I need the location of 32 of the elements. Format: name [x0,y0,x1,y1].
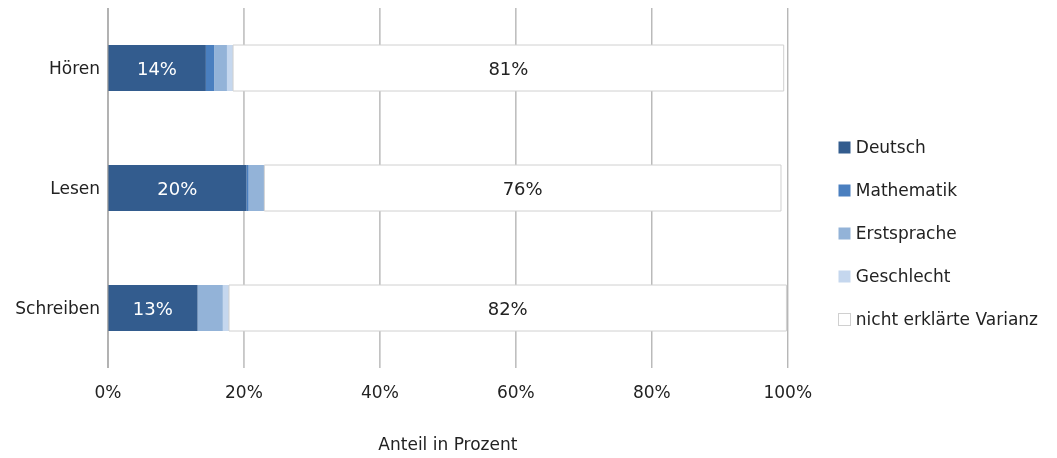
bar [263,164,782,212]
bar [248,165,265,211]
bar [108,285,198,331]
legend-label: Erstsprache [855,221,957,245]
legend-label: Mathematik [855,178,957,202]
legend-label: nicht erklärte Varianz [855,307,1038,331]
bar [205,45,215,91]
data-label: 13% [132,298,173,319]
bar [228,284,787,332]
data-label: 76% [502,178,543,199]
x-tick-label: 20% [225,382,263,403]
bar [108,165,247,211]
data-label: 82% [487,298,528,319]
y-tick-label: Lesen [50,178,100,199]
x-tick-label: 80% [632,382,671,403]
bar [246,165,249,211]
data-label: 81% [488,58,529,79]
y-tick-label: Schreiben [15,298,100,319]
bar [214,45,227,91]
bar [197,285,223,331]
bar [108,45,206,91]
y-tick-label: Hören [48,58,100,79]
legend-label: Deutsch [855,135,926,159]
x-tick-label: 60% [496,382,535,403]
data-label: 14% [136,58,177,79]
x-tick-label: 100% [763,382,813,403]
data-label: 20% [157,178,198,199]
x-tick-label: 0% [94,382,122,403]
x-tick-label: 40% [361,382,399,403]
bar [232,44,785,92]
legend-label: Geschlecht [855,264,951,288]
x-axis-title: Anteil in Prozent [378,434,518,454]
